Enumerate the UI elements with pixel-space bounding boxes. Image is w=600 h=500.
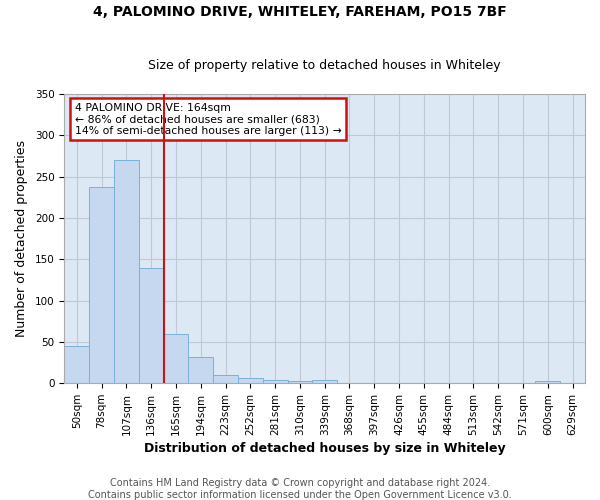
Title: Size of property relative to detached houses in Whiteley: Size of property relative to detached ho…	[148, 59, 501, 72]
X-axis label: Distribution of detached houses by size in Whiteley: Distribution of detached houses by size …	[144, 442, 506, 455]
Bar	[238, 378, 263, 383]
Bar	[287, 380, 313, 383]
Text: 4 PALOMINO DRIVE: 164sqm
← 86% of detached houses are smaller (683)
14% of semi-: 4 PALOMINO DRIVE: 164sqm ← 86% of detach…	[75, 102, 341, 136]
Bar	[164, 334, 188, 383]
Bar	[263, 380, 287, 383]
Bar	[213, 375, 238, 383]
Bar	[139, 268, 164, 383]
Bar	[114, 160, 139, 383]
Bar	[64, 346, 89, 383]
Text: 4, PALOMINO DRIVE, WHITELEY, FAREHAM, PO15 7BF: 4, PALOMINO DRIVE, WHITELEY, FAREHAM, PO…	[93, 5, 507, 19]
Bar	[535, 380, 560, 383]
Bar	[313, 380, 337, 383]
Bar	[188, 357, 213, 383]
Text: Contains HM Land Registry data © Crown copyright and database right 2024.
Contai: Contains HM Land Registry data © Crown c…	[88, 478, 512, 500]
Bar	[89, 188, 114, 383]
Y-axis label: Number of detached properties: Number of detached properties	[15, 140, 28, 337]
